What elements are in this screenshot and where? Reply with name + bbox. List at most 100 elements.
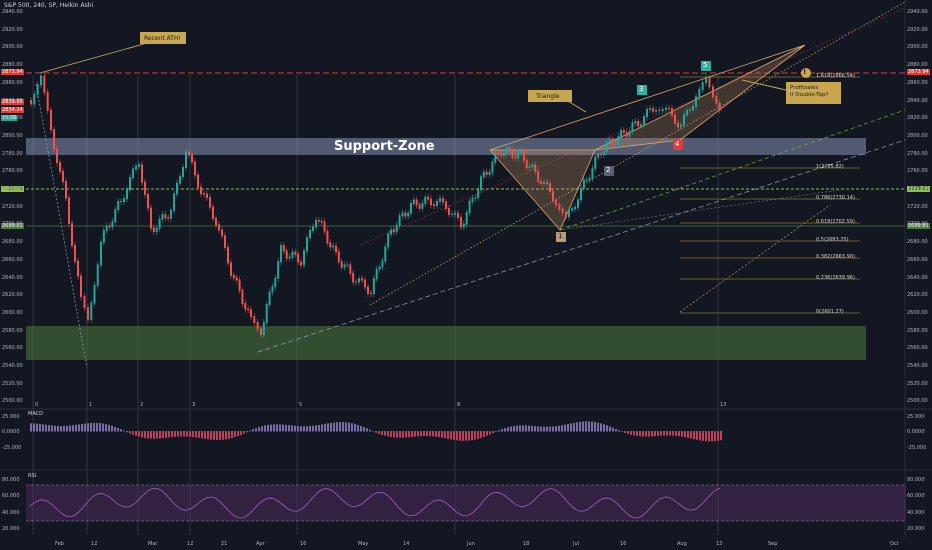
support-zone [26,138,866,155]
macd-bar [216,431,218,441]
macd-bar [525,425,527,432]
macd-bar [36,423,38,432]
macd-bar [513,426,515,432]
macd-bar [111,425,113,432]
macd-bar [54,425,56,432]
macd-bar [399,431,401,438]
support-zone-label: Support-Zone [334,139,435,154]
macd-bar [459,431,461,441]
macd-bar [582,421,584,432]
price-tick: 2860.00 [2,79,23,86]
wave-label-4: 4 [675,140,680,148]
rsi-tick-20: 20.000 [2,526,20,532]
macd-bar [42,424,44,432]
macd-bar [528,425,530,432]
price-tick: 2820.00 [907,115,928,122]
macd-bar [522,425,524,432]
macd-bar [456,431,458,441]
macd-bar [651,431,653,437]
macd-bar [420,431,422,437]
time-tick: Sep [768,541,778,547]
macd-bar [633,431,635,436]
macd-bar [696,431,698,440]
macd-bar [279,424,281,432]
cycle-label-8: 8 [457,402,461,408]
macd-bar [330,422,332,432]
macd-tick-25: 25.000 [2,414,20,420]
macd-bar [90,422,92,432]
macd-bar [288,425,290,432]
macd-tick-n25-r: -25.000 [907,445,927,451]
macd-bar [318,424,320,432]
macd-bar [186,431,188,437]
macd-bar [702,431,704,441]
macd-bar [228,431,230,439]
fib-0: 0(2601.27) [816,309,844,315]
low-price-tag: 2699.81 [1,223,24,229]
price-tick: 2840.00 [2,97,23,104]
macd-bar [324,423,326,432]
macd-bar [636,431,638,436]
macd-bar [621,431,623,432]
macd-bar [117,428,119,432]
macd-bar [717,431,719,441]
right-support-tag: 2739.01 [907,186,930,192]
time-tick: 14 [403,541,410,547]
fib-1: 1(2765.82) [816,164,844,170]
rsi-title: RSI [28,473,37,479]
macd-bar [708,431,710,442]
time-tick: 21 [221,541,228,547]
macd-bar [285,424,287,432]
fib-05: 0.5(2683.25) [816,237,849,243]
macd-bar [462,431,464,441]
rsi-band [26,485,906,521]
macd-bar [474,431,476,440]
price-tick: 2920.00 [2,26,23,33]
macd-bar [537,426,539,432]
macd-bar [675,431,677,436]
price-tick: 2700.00 [907,221,928,228]
rsi-tick-80-r: 80.000 [907,477,925,483]
macd-bar [261,426,263,432]
macd-bar [411,431,413,437]
macd-bar [168,431,170,438]
macd-bar [51,425,53,432]
macd-bar [504,428,506,432]
macd-bar [450,431,452,440]
macd-bar [123,430,125,432]
rsi-tick-20-r: 20.000 [907,526,925,532]
macd-bar [321,424,323,432]
right-low-tag: 2699.81 [907,223,930,229]
fib-0786: 0.786(2730.14) [816,195,855,201]
price-tick: 2880.00 [907,62,928,69]
macd-bar [441,431,443,438]
profit-label: Profitsales if Double-Top? [790,85,829,98]
price-tick: 2940.00 [907,9,928,15]
macd-bar [195,431,197,438]
macd-bar [264,425,266,432]
macd-bar [540,426,542,432]
macd-bar [381,431,383,435]
macd-bar [345,422,347,432]
macd-bar [174,431,176,437]
macd-bar [183,431,185,437]
macd-bar [198,431,200,438]
macd-bar [291,425,293,432]
current-price-tag: 2839.95 [1,99,24,105]
price-tick: 2620.00 [2,292,23,299]
time-tick: 12 [187,541,194,547]
macd-bar [384,431,386,436]
macd-bar [681,431,683,437]
macd-bar [333,422,335,432]
macd-bar [615,428,617,432]
macd-bar [654,431,656,437]
macd-bar [471,431,473,441]
price-tick: 2760.00 [907,168,928,175]
macd-bar [585,421,587,432]
macd-bar [405,431,407,438]
macd-bar [153,431,155,439]
macd-bar [624,431,626,433]
time-tick: Feb [55,541,64,547]
macd-bar [165,431,167,438]
